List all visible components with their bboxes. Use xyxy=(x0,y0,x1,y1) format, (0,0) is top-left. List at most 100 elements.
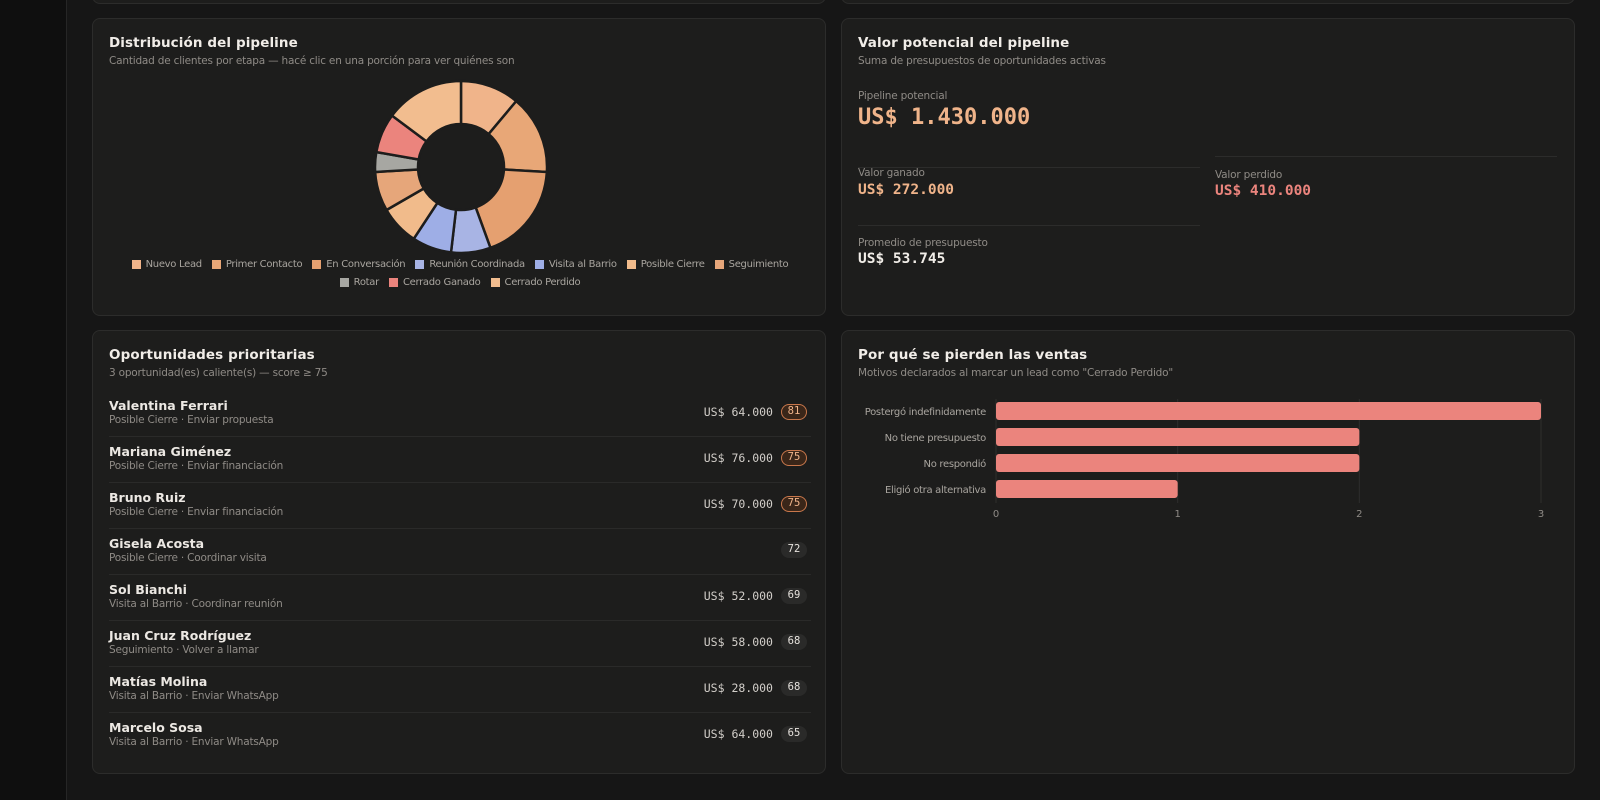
opportunity-meta: Posible Cierre · Enviar propuesta xyxy=(109,414,274,426)
opportunity-amount: US$ 58.000 xyxy=(703,635,773,649)
opportunity-name: Gisela Acosta xyxy=(109,536,205,551)
legend-swatch xyxy=(131,260,141,269)
potential-value: US$ 1.430.000 xyxy=(858,105,1031,130)
legend-label: Seguimiento xyxy=(728,259,789,270)
x-tick-label: 3 xyxy=(1538,509,1544,520)
legend-label: Cerrado Perdido xyxy=(504,277,581,288)
legend-label: Cerrado Ganado xyxy=(402,277,481,288)
avg-value: US$ 53.745 xyxy=(858,251,946,267)
legend-item-rotar[interactable]: Rotar xyxy=(339,277,380,288)
opportunity-row[interactable]: Gisela Acosta Posible Cierre · Coordinar … xyxy=(109,529,811,575)
lost-reasons-subtitle: Motivos declarados al marcar un lead com… xyxy=(858,367,1173,379)
pipeline-value-card: Valor potencial del pipeline Suma de pre… xyxy=(841,18,1575,316)
sidebar xyxy=(0,0,67,800)
divider xyxy=(858,225,1200,226)
legend-swatch xyxy=(626,260,636,269)
legend-swatch xyxy=(312,260,322,269)
potential-label: Pipeline potencial xyxy=(858,90,948,102)
divider xyxy=(1215,156,1557,157)
legend-label: Rotar xyxy=(353,277,380,288)
won-label: Valor ganado xyxy=(858,167,925,179)
pipeline-donut-chart[interactable] xyxy=(93,19,827,317)
card-above-left xyxy=(92,0,826,4)
priority-opportunities-card: Oportunidades prioritarias 3 oportunidad… xyxy=(92,330,826,774)
opportunity-meta: Visita al Barrio · Enviar WhatsApp xyxy=(109,736,279,748)
y-category-label: No tiene presupuesto xyxy=(885,433,987,444)
legend-item-en-conversacion[interactable]: En Conversación xyxy=(312,259,406,270)
priority-title: Oportunidades prioritarias xyxy=(109,347,315,363)
bar-no-tiene-presupuesto xyxy=(996,428,1360,446)
lost-label: Valor perdido xyxy=(1215,169,1283,181)
opportunity-amount: US$ 70.000 xyxy=(703,497,773,511)
legend-item-posible-cierre[interactable]: Posible Cierre xyxy=(626,259,705,270)
legend-swatch xyxy=(339,278,349,287)
legend-swatch xyxy=(714,260,724,269)
legend-label: Posible Cierre xyxy=(640,259,705,270)
y-category-label: Eligió otra alternativa xyxy=(885,484,986,496)
bar-postergo-indefinidamente xyxy=(996,402,1541,420)
x-tick-label: 1 xyxy=(1174,509,1180,520)
pipeline-distribution-card: Distribución del pipeline Cantidad de cl… xyxy=(92,18,826,316)
bar-no-respondio xyxy=(996,454,1360,472)
legend-label: Primer Contacto xyxy=(225,259,303,270)
opportunity-row[interactable]: Juan Cruz Rodríguez Seguimiento · Volver … xyxy=(109,621,811,667)
score-badge: 75 xyxy=(781,450,807,466)
score-badge: 75 xyxy=(781,496,807,512)
pipeline-value-title: Valor potencial del pipeline xyxy=(858,35,1070,51)
card-above-right xyxy=(841,0,1575,4)
score-badge: 65 xyxy=(781,726,807,742)
opportunity-row[interactable]: Sol Bianchi Visita al Barrio · Coordinar … xyxy=(109,575,811,621)
priority-subtitle: 3 oportunidad(es) caliente(s) — score ≥ … xyxy=(109,367,328,379)
opportunity-amount: US$ 52.000 xyxy=(703,589,773,603)
x-tick-label: 2 xyxy=(1356,509,1362,520)
pipeline-value-subtitle: Suma de presupuestos de oportunidades ac… xyxy=(858,55,1106,67)
pipeline-distribution-subtitle: Cantidad de clientes por etapa — hacé cl… xyxy=(109,55,515,67)
legend-item-cerrado-ganado[interactable]: Cerrado Ganado xyxy=(388,277,481,288)
legend-item-visita-al-barrio[interactable]: Visita al Barrio xyxy=(534,259,617,270)
legend-label: Visita al Barrio xyxy=(548,259,617,270)
donut-slice-cerrado-perdido[interactable] xyxy=(390,79,463,144)
avg-label: Promedio de presupuesto xyxy=(858,237,988,249)
legend-swatch xyxy=(534,260,544,269)
opportunity-meta: Posible Cierre · Enviar financiación xyxy=(109,506,284,518)
lost-value: US$ 410.000 xyxy=(1215,183,1312,199)
legend-label: En Conversación xyxy=(326,259,406,270)
lost-reasons-title: Por qué se pierden las ventas xyxy=(858,347,1088,363)
legend-swatch xyxy=(388,278,398,287)
opportunity-row[interactable]: Marcelo Sosa Visita al Barrio · Enviar Wh… xyxy=(109,713,811,759)
pipeline-distribution-title: Distribución del pipeline xyxy=(109,35,298,51)
donut-legend-row-2: Rotar Cerrado Ganado Cerrado Perdido xyxy=(93,277,827,288)
opportunity-row[interactable]: Mariana Giménez Posible Cierre · Enviar f… xyxy=(109,437,811,483)
opportunity-meta: Visita al Barrio · Enviar WhatsApp xyxy=(109,690,279,702)
legend-swatch xyxy=(211,260,221,269)
lost-reasons-card: Por qué se pierden las ventas Motivos de… xyxy=(841,330,1575,774)
opportunity-amount: US$ 64.000 xyxy=(703,405,773,419)
score-badge: 68 xyxy=(781,680,807,696)
opportunity-meta: Visita al Barrio · Coordinar reunión xyxy=(109,598,283,610)
opportunity-amount: US$ 76.000 xyxy=(703,451,773,465)
won-value: US$ 272.000 xyxy=(858,182,955,198)
opportunity-meta: Posible Cierre · Enviar financiación xyxy=(109,460,284,472)
opportunity-row[interactable]: Matías Molina Visita al Barrio · Enviar W… xyxy=(109,667,811,713)
opportunity-row[interactable]: Bruno Ruiz Posible Cierre · Enviar financ… xyxy=(109,483,811,529)
opportunity-amount: US$ 64.000 xyxy=(703,727,773,741)
legend-item-seguimiento[interactable]: Seguimiento xyxy=(714,259,789,270)
y-category-label: No respondió xyxy=(924,458,987,470)
opportunity-name: Marcelo Sosa xyxy=(109,720,203,735)
legend-item-primer-contacto[interactable]: Primer Contacto xyxy=(211,259,303,270)
score-badge: 72 xyxy=(781,542,807,558)
opportunity-name: Bruno Ruiz xyxy=(109,490,186,505)
opportunity-row[interactable]: Valentina Ferrari Posible Cierre · Enviar… xyxy=(109,391,811,437)
legend-item-cerrado-perdido[interactable]: Cerrado Perdido xyxy=(490,277,581,288)
opportunity-name: Sol Bianchi xyxy=(109,582,187,597)
opportunity-meta: Posible Cierre · Coordinar visita xyxy=(109,552,267,564)
legend-item-nuevo-lead[interactable]: Nuevo Lead xyxy=(131,259,203,270)
opportunity-meta: Seguimiento · Volver a llamar xyxy=(109,644,259,656)
legend-item-reunion-coordinada[interactable]: Reunión Coordinada xyxy=(415,259,525,270)
opportunity-name: Matías Molina xyxy=(109,674,208,689)
donut-legend-row-1: Nuevo Lead Primer Contacto En Conversación… xyxy=(93,259,827,270)
legend-swatch xyxy=(490,278,500,287)
legend-swatch xyxy=(415,260,425,269)
legend-label: Nuevo Lead xyxy=(145,259,203,270)
opportunity-name: Valentina Ferrari xyxy=(109,398,228,413)
